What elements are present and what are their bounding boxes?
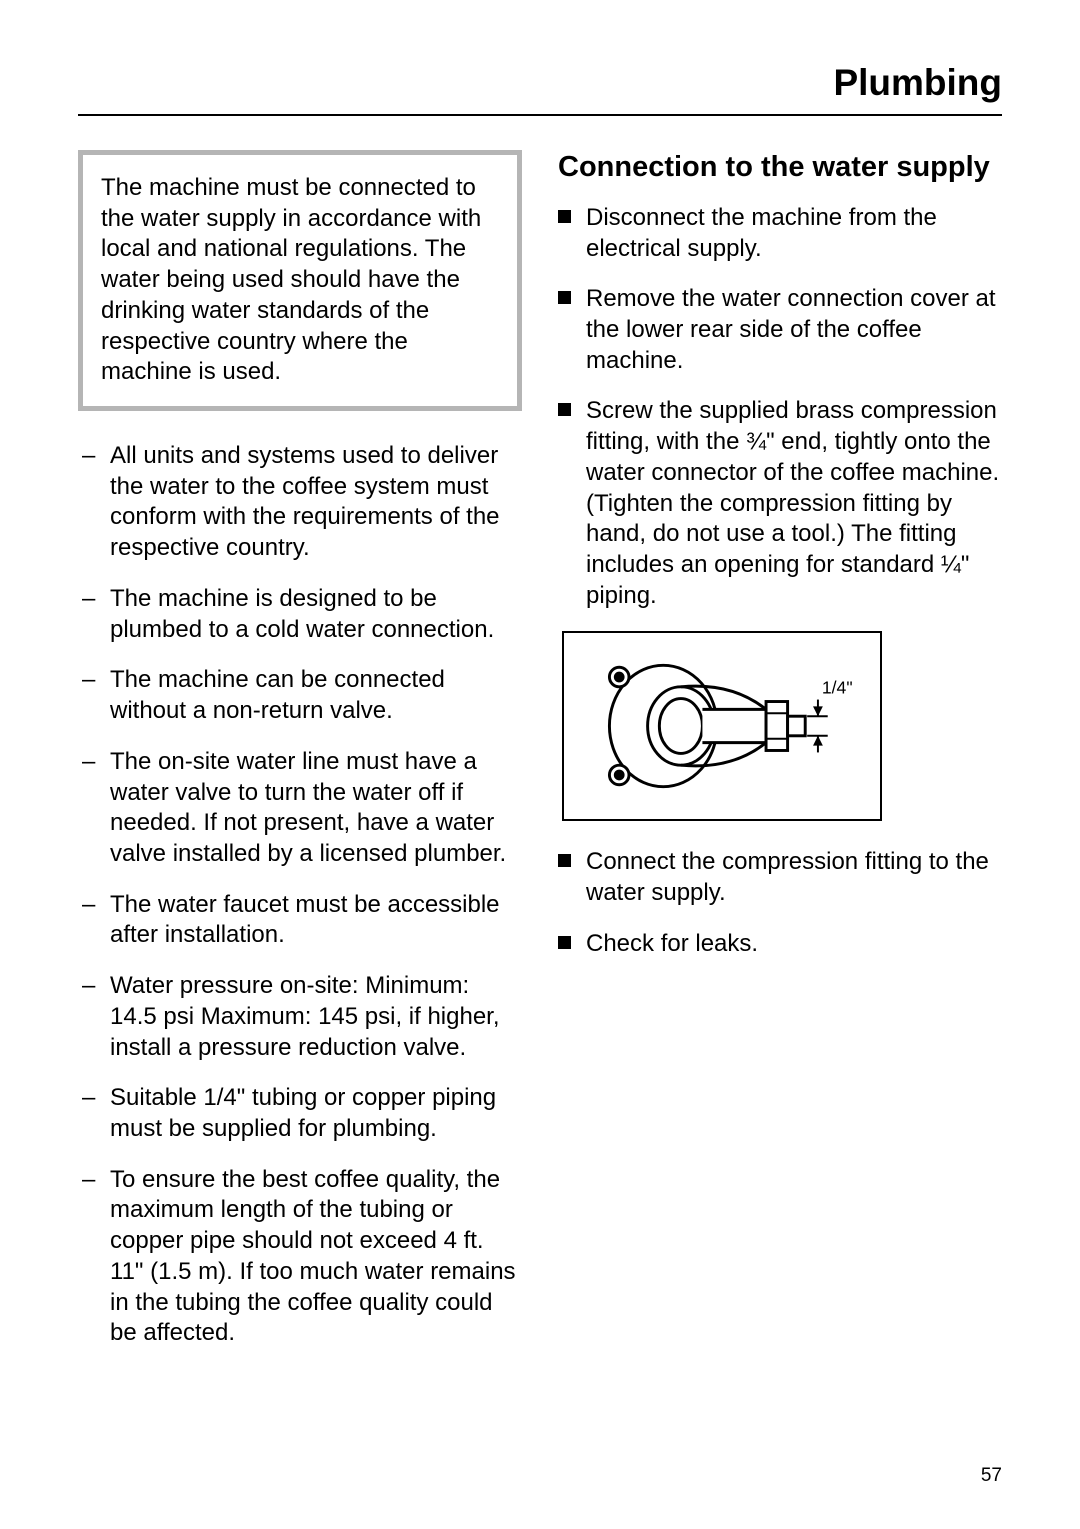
- list-item: Remove the water connection cover at the…: [558, 284, 1002, 376]
- steps-list-top: Disconnect the machine from the electric…: [558, 203, 1002, 612]
- list-item: Check for leaks.: [558, 929, 1002, 960]
- list-item: The machine can be connected without a n…: [82, 665, 522, 726]
- list-item: Disconnect the machine from the electric…: [558, 203, 1002, 264]
- list-item: Water pressure on-site: Minimum: 14.5 ps…: [82, 971, 522, 1063]
- list-item: Suitable 1/4" tubing or copper piping mu…: [82, 1083, 522, 1144]
- right-column: Connection to the water supply Disconnec…: [558, 150, 1002, 1369]
- section-heading: Connection to the water supply: [558, 150, 1002, 185]
- left-column: The machine must be connected to the wat…: [78, 150, 522, 1369]
- requirements-list: All units and systems used to deliver th…: [82, 441, 522, 1349]
- list-item: To ensure the best coffee quality, the m…: [82, 1165, 522, 1349]
- steps-list-bottom: Connect the compression fitting to the w…: [558, 847, 1002, 959]
- page-title: Plumbing: [78, 62, 1002, 116]
- list-item: The water faucet must be accessible afte…: [82, 890, 522, 951]
- fitting-svg-icon: 1/4": [564, 633, 880, 819]
- content-columns: The machine must be connected to the wat…: [78, 150, 1002, 1369]
- list-item: All units and systems used to deliver th…: [82, 441, 522, 564]
- page-number: 57: [981, 1465, 1002, 1487]
- list-item: The on-site water line must have a water…: [82, 747, 522, 870]
- fitting-diagram: 1/4": [562, 631, 882, 821]
- list-item: Screw the supplied brass compression fit…: [558, 396, 1002, 611]
- list-item: Connect the compression fitting to the w…: [558, 847, 1002, 908]
- list-item: The machine is designed to be plumbed to…: [82, 584, 522, 645]
- notice-box: The machine must be connected to the wat…: [78, 150, 522, 411]
- figure-label: 1/4": [822, 678, 853, 698]
